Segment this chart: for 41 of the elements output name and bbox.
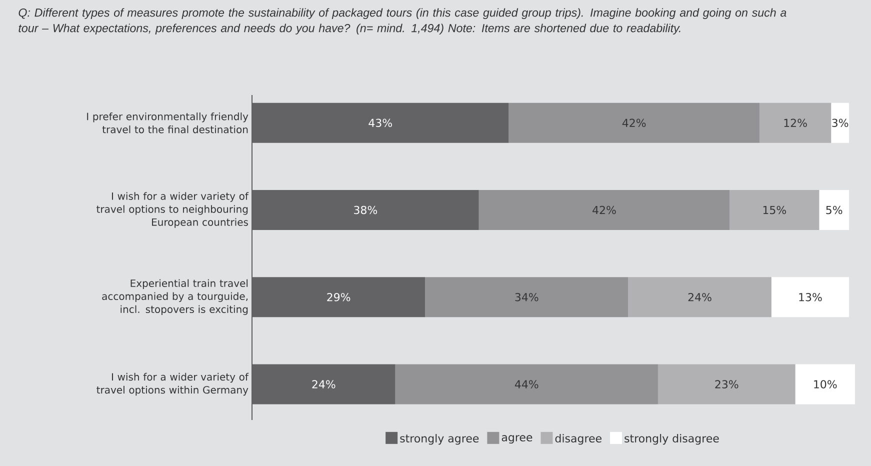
data-label: 34% [515, 292, 538, 302]
data-label: 24% [688, 292, 712, 302]
data-label: 43% [368, 118, 392, 128]
bar [730, 190, 820, 230]
data-label: 5% [826, 206, 842, 214]
bar [252, 102, 509, 143]
data-label: 29% [327, 292, 350, 302]
bar [425, 277, 628, 318]
data-label: 13% [799, 292, 822, 302]
bar [508, 102, 760, 143]
data-label: 3% [832, 118, 848, 128]
data-label: 15% [763, 206, 786, 214]
bar [252, 190, 479, 230]
bar [478, 190, 730, 230]
data-label: 23% [715, 380, 738, 388]
legend-label: disagree [555, 434, 602, 445]
data-label: 10% [814, 380, 837, 388]
bar [819, 190, 850, 230]
bar [795, 364, 855, 404]
bar [628, 277, 772, 318]
legend-label: agree [502, 435, 532, 444]
data-label: 24% [312, 380, 336, 388]
legend-label: strongly disagree [624, 434, 719, 445]
y-tick-label: I wish for a wider variety of travel options to neighbouring European countries [96, 192, 249, 228]
y-tick-label: Experiential train travel accompanied by a tourguide, incl. stopovers is exciting [102, 279, 248, 315]
bar [759, 102, 832, 143]
bar [658, 364, 796, 404]
data-label: 42% [592, 206, 616, 214]
bar [252, 364, 396, 404]
y-tick-label: I wish for a wider variety of travel options within Germany [96, 372, 249, 396]
data-label: 42% [622, 118, 646, 128]
y-tick-label: I prefer environmentally friendly travel to the final destination [87, 112, 248, 134]
bar [831, 102, 850, 143]
bar [252, 277, 426, 318]
data-label: 12% [784, 118, 807, 128]
data-label: 44% [514, 380, 538, 388]
data-label: 38% [354, 206, 378, 214]
bar [771, 277, 850, 318]
chart-title: Q: Different types of measures promote the sustainability of packaged tours (in this case guided group trips). Imagine booking and going on such a tour – What expectations, preferences and needs do you have? (n= mind. 1,494) Note: Items are shortened due to readability. [18, 8, 786, 35]
bar [395, 364, 658, 404]
legend-label: strongly agree [400, 434, 479, 445]
